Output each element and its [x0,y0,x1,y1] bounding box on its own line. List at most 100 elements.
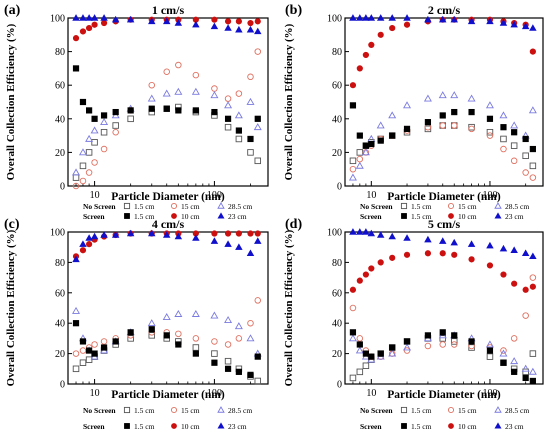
data-point [403,338,411,345]
data-point [511,280,518,287]
data-point [522,368,529,376]
data-point [191,87,200,95]
panel-label: (b) [285,3,302,18]
data-point [522,286,529,293]
data-point [529,24,537,31]
data-point [529,283,536,290]
legend-entry: 1.5 cm [411,202,432,211]
data-point [356,341,363,348]
data-point [424,119,432,126]
data-point [254,297,262,304]
data-point [485,101,494,109]
data-point [356,14,364,21]
data-point [522,152,529,160]
legend-entry: 1.5 cm [411,406,432,415]
data-point [211,350,218,357]
data-point [174,309,183,317]
x-tick-label: 10 [90,388,100,399]
y-tick-label: 0 [60,182,65,193]
data-point [86,241,93,248]
legend-entry: 15 cm [181,406,200,415]
y-tick-label: 80 [332,258,342,269]
data-point [486,115,494,122]
data-point [500,124,507,131]
data-point [356,368,364,376]
data-point [246,97,255,105]
data-point [72,306,81,314]
data-point [235,135,243,143]
x-tick-label: 100 [207,190,222,201]
data-point [91,139,98,146]
data-point [148,332,156,339]
data-point [224,123,232,131]
data-point [235,368,242,375]
legend-entry: 1.5 cm [134,202,155,211]
data-point [234,111,243,119]
y-tick-label: 0 [337,380,342,391]
legend-marker [400,406,408,414]
data-point [86,107,93,114]
data-point [423,94,432,102]
data-point [235,127,242,134]
legend-entry: 15 cm [458,406,477,415]
data-point [174,232,183,240]
y-axis-label: Overall Collection Efficiency (%) [283,229,295,386]
data-point [246,25,255,33]
data-point [362,362,370,370]
data-point [439,122,446,129]
legend-entry: 1.5 cm [411,212,432,221]
data-point [79,338,87,345]
data-point [389,254,396,261]
data-point [100,145,108,153]
data-point [376,121,385,129]
data-point [349,329,357,336]
legend-marker [494,406,502,413]
y-tick-label: 60 [55,81,65,92]
legend-marker [171,423,177,429]
x-axis-label: Particle Diameter (nm) [387,389,501,401]
data-point [362,142,369,149]
data-point [439,15,447,23]
data-point [86,24,93,32]
data-point [246,249,255,256]
data-point [528,106,537,114]
legend-entry: 28.5 cm [505,406,529,415]
data-point [467,240,476,247]
data-point [192,350,199,357]
data-point [389,24,396,32]
data-point [468,256,475,263]
y-tick-label: 60 [332,288,342,299]
data-point [451,251,458,258]
data-point [348,173,357,181]
y-tick-label: 20 [55,148,65,159]
data-point [210,22,219,30]
data-point [72,365,80,373]
legend-entry: 1.5 cm [411,422,432,431]
data-point [468,108,475,116]
data-point [529,145,536,153]
legend-marker [170,406,178,414]
legend-marker [124,423,130,429]
data-point [389,344,396,351]
data-point [368,353,375,360]
data-point [211,16,218,23]
data-point [247,135,254,143]
plot-frame [67,231,269,385]
data-point [72,168,81,176]
data-point [235,18,242,25]
data-point [388,349,397,357]
data-point [211,338,218,345]
data-point [235,90,243,97]
data-point [100,338,108,345]
data-point [224,24,232,31]
data-point [100,112,108,119]
data-point [247,149,254,156]
data-point [356,132,363,139]
data-point [522,135,529,143]
data-point [499,244,508,252]
data-point [362,228,370,235]
data-point [468,338,475,345]
data-point [388,111,397,119]
legend-entry: 23 cm [228,422,247,431]
y-tick-label: 100 [327,228,342,239]
